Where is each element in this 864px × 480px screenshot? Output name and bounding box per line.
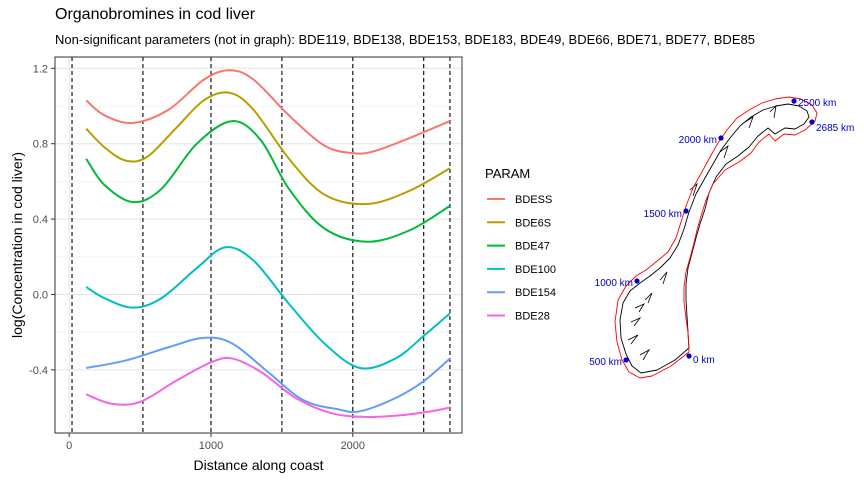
legend-label: BDE6S xyxy=(515,217,551,229)
plot-panel xyxy=(55,57,462,433)
series-line-bdess xyxy=(85,69,451,155)
fjord xyxy=(744,116,754,129)
distance-marker-label: 2500 km xyxy=(798,98,836,109)
series-line-bde6s xyxy=(85,91,451,206)
y-tick-label: 0.8 xyxy=(33,139,48,151)
fjord xyxy=(639,348,651,361)
y-axis-label: log(Concentration in cod liver) xyxy=(9,152,25,338)
norway-map: 0 km 500 km 1000 km 1500 km 2000 km 2500 km 26… xyxy=(589,96,854,379)
fjord xyxy=(689,182,698,197)
y-tick-label: 1.2 xyxy=(33,63,48,75)
x-tick-label: 2000 xyxy=(341,440,365,452)
distance-marker-label: 1000 km xyxy=(595,278,633,289)
x-tick-label: 1000 xyxy=(199,440,223,452)
series-line-bde28 xyxy=(85,356,451,419)
distance-marker-label: 500 km xyxy=(589,357,622,368)
series-line-bde154 xyxy=(86,336,451,414)
series-line-bde100 xyxy=(85,246,451,370)
fjord xyxy=(627,334,639,345)
fjord xyxy=(659,271,668,285)
coastal-distance-line xyxy=(614,96,818,379)
distance-marker xyxy=(791,98,797,104)
y-tick-label: -0.4 xyxy=(29,365,48,377)
fjord xyxy=(769,104,777,119)
distance-marker xyxy=(623,357,629,363)
fjord xyxy=(634,303,646,313)
distance-marker xyxy=(718,135,724,141)
distance-marker-label: 1500 km xyxy=(644,209,682,220)
fjord xyxy=(719,144,729,159)
legend-label: BDE100 xyxy=(515,264,556,276)
plot-border xyxy=(54,56,463,434)
legend-label: BDE47 xyxy=(515,241,550,253)
legend-label: BDE28 xyxy=(515,311,550,323)
chart-title: Organobromines in cod liver xyxy=(55,6,256,23)
fjord xyxy=(644,292,653,304)
y-tick-label: 0.0 xyxy=(33,289,48,301)
y-tick-label: 0.4 xyxy=(33,214,48,226)
distance-marker xyxy=(683,208,689,214)
x-axis-label: Distance along coast xyxy=(194,457,324,473)
legend: PARAM BDESS BDE6S BDE47 BDE100 BDE154 BDE28 xyxy=(484,166,556,327)
legend-title: PARAM xyxy=(485,166,530,181)
fjord xyxy=(630,317,642,327)
chart-subtitle: Non-significant parameters (not in graph… xyxy=(55,32,755,47)
legend-label: BDE154 xyxy=(515,287,556,299)
distance-marker xyxy=(809,119,815,125)
legend-label: BDESS xyxy=(515,194,552,206)
distance-marker-label: 2000 km xyxy=(679,135,717,146)
distance-marker-label: 0 km xyxy=(693,355,715,366)
x-tick-label: 0 xyxy=(66,440,72,452)
series-line-bde47 xyxy=(85,120,451,243)
distance-marker xyxy=(634,278,640,284)
distance-marker-label: 2685 km xyxy=(816,123,854,134)
distance-marker xyxy=(686,353,692,359)
